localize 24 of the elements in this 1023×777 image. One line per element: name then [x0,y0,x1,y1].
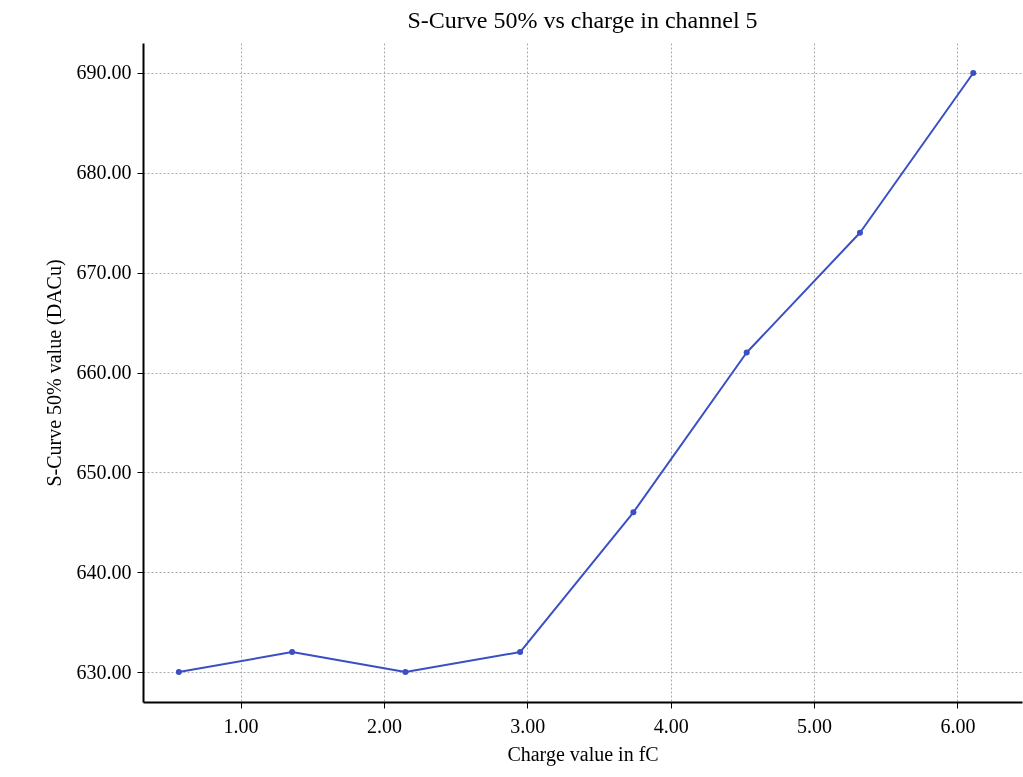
point [402,669,409,676]
y-tick-label: 660.00 [76,361,132,383]
x-tick-label: 1.00 [223,714,259,737]
point [630,509,637,516]
x-tick-label: 6.00 [940,714,976,737]
point [856,229,863,236]
x-axis-title: Charge value in fC [507,742,659,766]
x-tick-label: 3.00 [510,714,546,737]
y-tick-label: 650.00 [76,460,132,483]
point [970,69,977,76]
y-tick-label: 670.00 [76,261,132,284]
x-tick-label: 4.00 [653,714,689,737]
y-axis-title: S-Curve 50% value (DACu) [42,259,66,487]
y-tick-label: 630.00 [76,660,132,683]
x-tick-label: 2.00 [366,714,402,737]
chart-title: S-Curve 50% vs charge in channel 5 [407,7,758,33]
y-tick-label: 640.00 [76,560,132,583]
point [743,349,750,356]
point [517,649,524,656]
point [289,649,296,656]
x-tick-label: 5.00 [797,714,833,737]
y-tick-label: 680.00 [76,161,132,184]
point [175,669,182,676]
y-tick-label: 690.00 [76,61,132,84]
